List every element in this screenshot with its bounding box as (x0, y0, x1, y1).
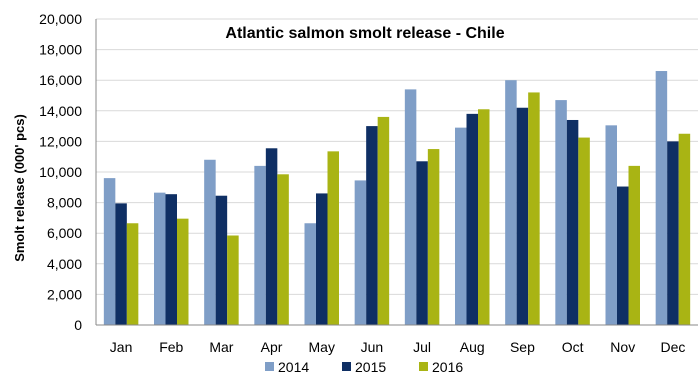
bar-2015-mar (215, 195, 228, 325)
bar-2015-dec (667, 141, 679, 325)
y-tick-label: 16,000 (39, 72, 82, 88)
bar-2016-jan (126, 223, 139, 325)
x-tick-label: Jun (361, 339, 384, 355)
x-tick-labels: Jan Feb Mar Apr May Jun Jul Aug Sep Oct Nov Dec (110, 339, 686, 355)
bar-2015-sep (516, 107, 529, 326)
legend-swatch-2016 (419, 362, 428, 371)
bar-2014-feb (154, 192, 166, 325)
y-tick-label: 14,000 (39, 103, 82, 119)
x-tick-label: Oct (562, 339, 584, 355)
bar-2015-oct (566, 119, 579, 325)
y-tick-labels: 0 2,000 4,000 6,000 8,000 10,000 12,000 14,000 1… (39, 11, 82, 333)
bar-2014-nov (605, 125, 617, 326)
bar-2015-jul (416, 161, 428, 325)
bar-2014-jan (103, 178, 116, 325)
bar-2016-nov (628, 165, 640, 325)
bar-2015-may (316, 193, 328, 325)
x-tick-label: Nov (610, 339, 635, 355)
legend: 2014 2015 2016 (265, 359, 463, 375)
bar-2014-mar (204, 159, 216, 325)
bar-2016-jul (427, 149, 440, 325)
y-axis-label: Smolt release (000' pcs) (12, 114, 27, 262)
axes (95, 19, 698, 326)
bar-2016-oct (578, 137, 590, 325)
x-tick-label: Aug (460, 339, 485, 355)
gridlines (96, 18, 698, 295)
bar-2014-may (304, 223, 316, 325)
bar-2016-jun (377, 116, 390, 325)
bar-2015-nov (617, 186, 629, 325)
bar-2016-apr (277, 174, 289, 325)
x-tick-label: Sep (510, 339, 535, 355)
bar-2014-oct (555, 100, 567, 325)
bar-2016-feb (177, 218, 189, 325)
bar-2014-jul (404, 89, 417, 325)
x-tick-label: Dec (660, 339, 685, 355)
y-tick-label: 2,000 (47, 286, 82, 302)
y-tick-label: 0 (74, 317, 82, 333)
legend-label-2015: 2015 (355, 359, 386, 375)
x-tick-label: Jul (413, 339, 431, 355)
x-tick-label: May (309, 339, 335, 355)
x-tick-label: Apr (261, 339, 283, 355)
bar-2014-sep (505, 80, 517, 325)
bar-2015-jun (366, 126, 378, 325)
y-tick-label: 20,000 (39, 11, 82, 27)
bar-2016-dec (678, 133, 691, 325)
chart-title: Atlantic salmon smolt release - Chile (225, 25, 504, 42)
bar-2014-dec (655, 71, 668, 326)
bar-2015-apr (265, 148, 278, 325)
y-tick-label: 18,000 (39, 42, 82, 58)
legend-label-2016: 2016 (432, 359, 463, 375)
bars (103, 71, 691, 326)
bar-2015-aug (466, 113, 478, 325)
legend-swatch-2014 (265, 362, 274, 371)
bar-2016-may (327, 151, 339, 325)
bar-2014-jun (354, 180, 367, 325)
y-tick-label: 6,000 (47, 225, 82, 241)
bar-2014-aug (455, 127, 467, 325)
bar-2016-mar (227, 235, 239, 325)
y-tick-label: 4,000 (47, 256, 82, 272)
x-tick-label: Feb (159, 339, 183, 355)
bar-2016-aug (478, 109, 490, 326)
legend-swatch-2015 (342, 362, 351, 371)
y-tick-label: 10,000 (39, 164, 82, 180)
x-tick-label: Jan (110, 339, 133, 355)
x-tick-label: Mar (209, 339, 233, 355)
bar-2015-jan (115, 203, 127, 325)
bar-2015-feb (165, 194, 177, 325)
bar-2014-apr (254, 165, 266, 325)
bar-2016-sep (528, 92, 540, 325)
legend-label-2014: 2014 (278, 359, 309, 375)
y-tick-label: 12,000 (39, 133, 82, 149)
y-tick-label: 8,000 (47, 195, 82, 211)
